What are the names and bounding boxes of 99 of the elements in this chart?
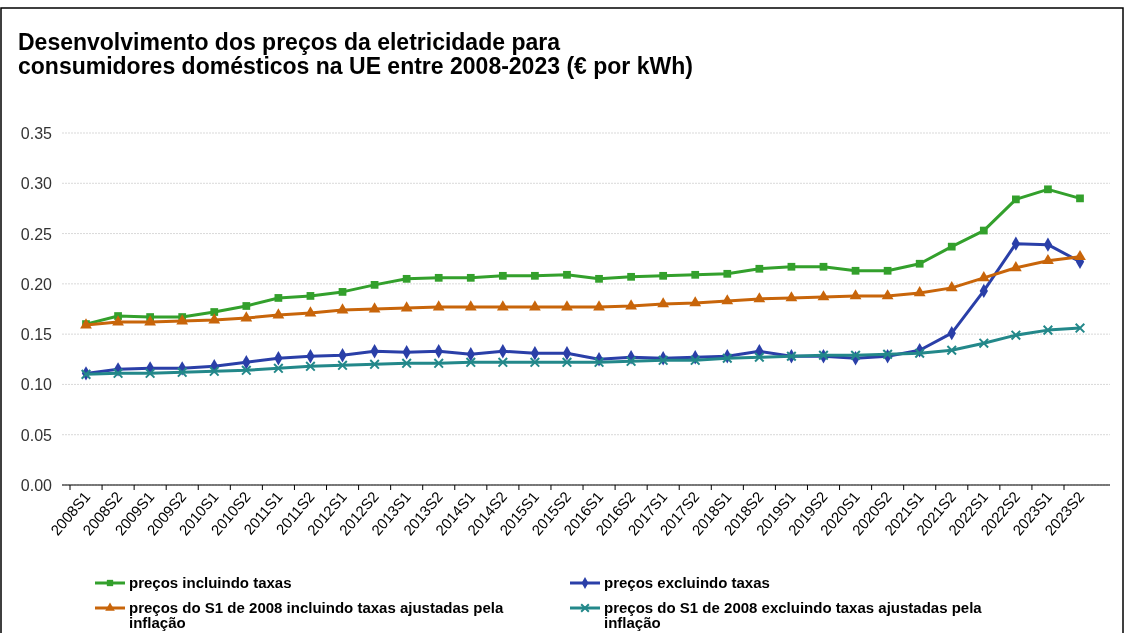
legend-label: preços excluindo taxas	[604, 574, 770, 591]
legend-label: preços do S1 de 2008 incluindo taxas ajustadas pela inflação	[129, 599, 504, 631]
point	[625, 299, 637, 310]
point	[689, 296, 702, 307]
point	[370, 280, 379, 289]
point	[627, 272, 635, 281]
point	[817, 290, 830, 301]
point	[819, 262, 828, 271]
point	[561, 357, 573, 368]
point	[946, 344, 958, 356]
point	[593, 300, 605, 311]
point	[659, 271, 668, 280]
point	[978, 337, 990, 349]
point	[1010, 329, 1022, 341]
point	[882, 348, 893, 360]
point	[272, 308, 285, 319]
point	[464, 300, 477, 311]
point	[689, 354, 701, 366]
point	[242, 302, 251, 310]
point	[465, 357, 477, 368]
point	[945, 281, 958, 292]
point	[1074, 249, 1086, 261]
y-tick-label: 0.15	[20, 326, 53, 344]
point	[241, 365, 252, 376]
point	[176, 367, 188, 378]
point	[1042, 324, 1054, 336]
point	[144, 368, 156, 379]
y-tick-label: 0.20	[20, 275, 53, 293]
point	[466, 273, 475, 282]
y-tick-label: 0.30	[20, 175, 53, 193]
y-tick-label: 0.05	[20, 426, 53, 444]
point	[563, 270, 571, 279]
point	[754, 351, 765, 363]
point	[1044, 185, 1052, 194]
point	[434, 273, 443, 282]
point	[1076, 194, 1084, 203]
point	[306, 292, 315, 300]
point	[1009, 260, 1022, 272]
point	[496, 300, 509, 311]
point	[593, 357, 605, 368]
point	[400, 301, 413, 312]
point	[433, 358, 445, 369]
point	[338, 288, 347, 296]
point	[369, 359, 380, 370]
point	[1012, 195, 1020, 204]
point	[914, 347, 925, 359]
point	[883, 266, 892, 275]
point	[691, 270, 700, 279]
point	[531, 271, 539, 280]
point	[561, 300, 573, 311]
point	[849, 289, 862, 300]
point	[305, 361, 316, 372]
y-tick-label: 0.10	[20, 376, 53, 394]
y-tick-label: 0.35	[20, 125, 53, 142]
point	[851, 266, 860, 275]
point	[753, 292, 766, 303]
point	[595, 274, 603, 283]
point	[785, 291, 798, 302]
y-tick-label: 0.00	[20, 477, 53, 494]
point	[176, 314, 189, 325]
point	[368, 302, 381, 313]
point	[755, 264, 764, 273]
point	[977, 271, 990, 282]
point	[112, 368, 124, 379]
chart-title: Desenvolvimento dos preços da eletricidade para consumidores domésticos na UE entre 2008-2023 (€ por kWh)	[18, 29, 693, 79]
point	[850, 349, 861, 361]
point	[947, 242, 956, 251]
point	[625, 356, 637, 367]
point	[208, 366, 220, 377]
point	[913, 286, 926, 297]
point	[498, 271, 507, 280]
point	[273, 363, 284, 374]
point	[208, 313, 221, 324]
point	[1074, 322, 1086, 334]
point	[529, 300, 541, 311]
y-tick-label: 0.25	[20, 225, 53, 243]
point	[210, 308, 219, 316]
point	[402, 274, 411, 283]
point	[915, 259, 924, 268]
point	[787, 262, 796, 271]
point	[1042, 253, 1054, 265]
point	[304, 306, 317, 317]
legend-label: preços do S1 de 2008 excluindo taxas ajustadas pela inflação	[604, 599, 983, 631]
point	[432, 300, 445, 311]
point	[721, 294, 734, 305]
point	[112, 315, 124, 326]
point	[979, 226, 988, 235]
point	[401, 358, 412, 369]
point	[657, 297, 670, 308]
point	[529, 357, 541, 368]
point	[337, 360, 348, 371]
point	[144, 315, 157, 326]
point	[240, 311, 253, 322]
point	[497, 357, 509, 368]
point	[336, 303, 349, 314]
point	[274, 294, 283, 302]
point	[881, 289, 894, 300]
point	[723, 269, 732, 278]
legend-label: preços incluindo taxas	[129, 574, 292, 591]
